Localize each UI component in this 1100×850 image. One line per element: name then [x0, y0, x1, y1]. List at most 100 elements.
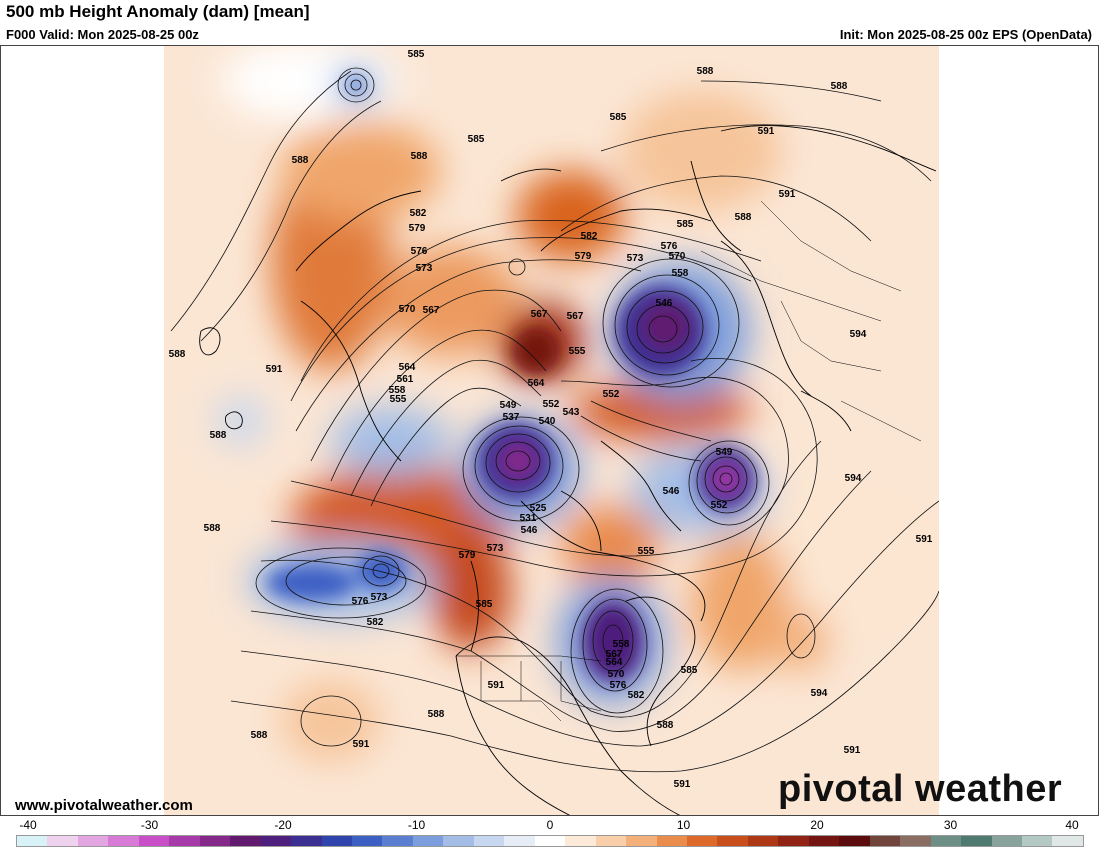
colorbar-swatch	[291, 836, 322, 846]
colorbar-swatch	[839, 836, 870, 846]
contour-label: 558	[613, 639, 630, 650]
contour-label: 570	[669, 251, 686, 262]
contour-label: 594	[811, 688, 828, 699]
contour-label: 588	[251, 730, 268, 741]
map-title: 500 mb Height Anomaly (dam) [mean]	[6, 2, 310, 21]
contour-label: 579	[409, 223, 426, 234]
contour-label: 552	[543, 399, 560, 410]
website-url[interactable]: www.pivotalweather.com	[15, 797, 193, 814]
colorbar-swatch	[686, 836, 718, 846]
colorbar-swatch	[1021, 836, 1053, 846]
colorbar-swatch	[230, 836, 261, 846]
colorbar-swatch	[656, 836, 687, 846]
colorbar-swatch	[47, 836, 78, 846]
contour-label: 591	[266, 364, 283, 375]
contour-label: 588	[204, 523, 221, 534]
contour-label: 588	[697, 66, 714, 77]
contour-label: 591	[844, 745, 861, 756]
contour-label: 570	[399, 304, 416, 315]
contour-label: 573	[416, 263, 433, 274]
contour-label: 582	[581, 231, 598, 242]
contour-label: 588	[411, 151, 428, 162]
colorbar-swatch	[199, 836, 231, 846]
anomaly-shading	[164, 46, 939, 815]
contour-label: 558	[389, 385, 406, 396]
contour-label: 576	[610, 680, 627, 691]
contour-label: 579	[459, 550, 476, 561]
colorbar-swatch	[504, 836, 535, 846]
coastlines	[199, 125, 937, 815]
colorbar-swatch	[991, 836, 1022, 846]
contour-label: 570	[608, 669, 625, 680]
contour-label: 576	[661, 241, 678, 252]
contour-label: 585	[681, 665, 698, 676]
contour-label: 579	[575, 251, 592, 262]
contour-label: 591	[916, 534, 933, 545]
contour-label: 564	[606, 657, 623, 668]
colorbar-swatch	[17, 836, 48, 846]
contour-label: 540	[539, 416, 556, 427]
colorbar-swatch	[778, 836, 809, 846]
contour-label: 546	[663, 486, 680, 497]
colorbar-swatch	[961, 836, 992, 846]
contour-label: 564	[399, 362, 416, 373]
contour-label: 525	[530, 503, 547, 514]
colorbar-tick-label: -40	[19, 818, 37, 832]
colorbar-swatch	[169, 836, 200, 846]
colorbar-swatch	[869, 836, 901, 846]
colorbar-swatch	[900, 836, 931, 846]
contour-label: 564	[528, 378, 545, 389]
contour-label: 546	[656, 298, 673, 309]
colorbar-swatch	[412, 836, 444, 846]
contour-label: 588	[292, 155, 309, 166]
contour-label: 549	[716, 447, 733, 458]
colorbar-ticks: -40 -30 -20 -10 0 10 20 30 40	[16, 818, 1084, 834]
colorbar-tick-label: 30	[943, 818, 958, 832]
colorbar-swatch	[565, 836, 596, 846]
colorbar-swatch	[717, 836, 748, 846]
contour-label: 561	[397, 374, 414, 385]
contour-label: 594	[845, 473, 862, 484]
colorbar-swatch	[138, 836, 170, 846]
colorbar-swatch	[808, 836, 840, 846]
contour-label: 591	[353, 739, 370, 750]
valid-time: F000 Valid: Mon 2025-08-25 00z	[6, 27, 199, 42]
colorbar-swatch	[595, 836, 627, 846]
contour-label: 582	[367, 617, 384, 628]
colorbar-swatch	[77, 836, 109, 846]
contour-label: 585	[476, 599, 493, 610]
contour-label: 585	[610, 112, 627, 123]
borders	[456, 200, 922, 722]
brand-logo: pivotal weather	[778, 768, 1063, 810]
contour-label: 567	[531, 309, 548, 320]
contour-label: 531	[520, 513, 537, 524]
colorbar-swatch	[443, 836, 474, 846]
colorbar-swatch	[321, 836, 352, 846]
contour-label: 588	[169, 349, 186, 360]
contour-label: 582	[628, 690, 645, 701]
colorbar-swatch	[534, 836, 566, 846]
contour-label: 588	[657, 720, 674, 731]
contour-label: 573	[487, 543, 504, 554]
contour-label: 576	[411, 246, 428, 257]
colorbar-swatch	[930, 836, 962, 846]
colorbar-swatch	[260, 836, 292, 846]
colorbar-swatch	[108, 836, 139, 846]
contour-label: 591	[779, 189, 796, 200]
contour-label: 537	[503, 412, 520, 423]
contour-label: 594	[850, 329, 867, 340]
contour-label: 558	[672, 268, 689, 279]
contour-label: 552	[603, 389, 620, 400]
colorbar-tick-label: -30	[140, 818, 159, 832]
contour-label: 552	[711, 500, 728, 511]
colorbar-tick-label: -20	[274, 818, 292, 832]
contour-label: 576	[352, 596, 369, 607]
colorbar-tick-label: 20	[810, 818, 824, 832]
contour-label: 573	[627, 253, 644, 264]
colorbar-tick-label: 40	[1065, 818, 1079, 832]
contour-label: 591	[758, 126, 775, 137]
contour-label: 555	[390, 394, 407, 405]
contour-label: 549	[500, 400, 517, 411]
contour-label: 588	[210, 430, 227, 441]
